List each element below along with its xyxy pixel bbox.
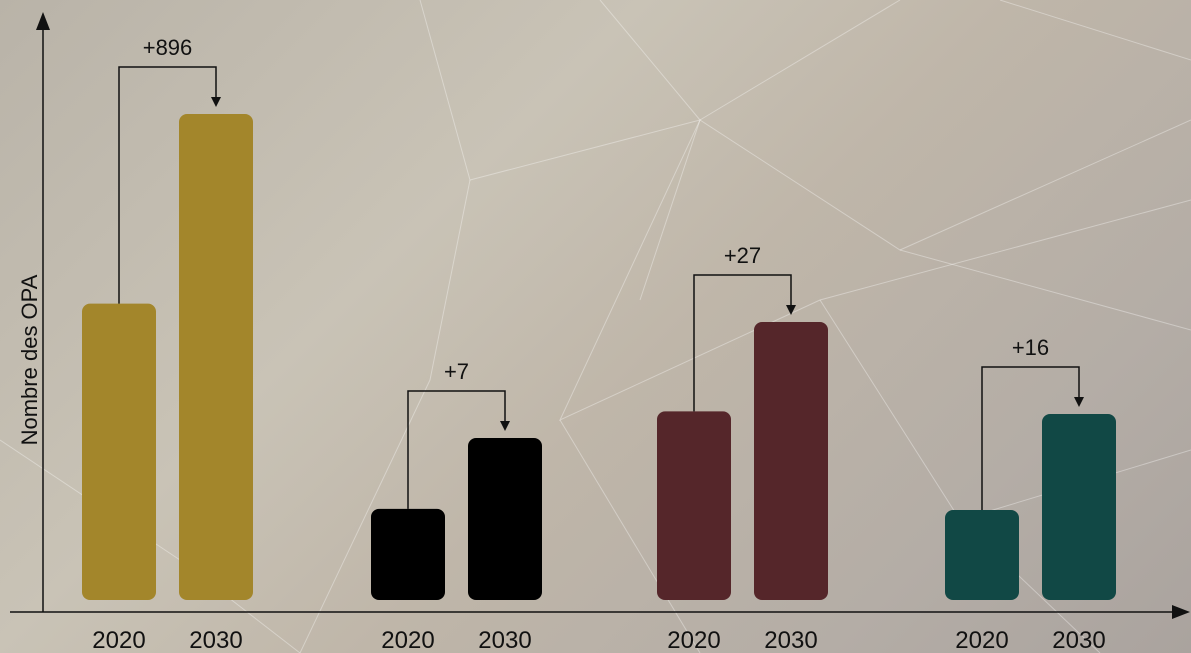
delta-bracket-group1 <box>118 66 221 304</box>
bar-group3-2030 <box>754 322 828 600</box>
y-axis-label: Nombre des OPA <box>17 274 42 445</box>
bar-group3-2020 <box>657 411 731 600</box>
bar-group2-2030 <box>468 438 542 600</box>
x-tick-label: 2030 <box>478 627 531 653</box>
x-tick-label: 2030 <box>1052 627 1105 653</box>
x-tick-label: 2020 <box>381 627 434 653</box>
delta-label: +27 <box>724 243 761 268</box>
x-tick-label: 2030 <box>764 627 817 653</box>
x-tick-label: 2020 <box>955 627 1008 653</box>
bar-group4-2020 <box>945 510 1019 600</box>
delta-label: +7 <box>444 359 469 384</box>
delta-label: +16 <box>1012 335 1049 360</box>
bar-group2-2020 <box>371 508 445 600</box>
delta-bracket-group3 <box>693 274 796 412</box>
delta-label: +896 <box>143 35 193 60</box>
delta-bracket-group2 <box>407 390 510 509</box>
bars-layer: 2020 2030 +896 2020 2030 +7 2020 2030 +27 2020 203… <box>82 35 1116 653</box>
x-tick-label: 2020 <box>667 627 720 653</box>
bar-group4-2030 <box>1042 414 1116 600</box>
bar-group1-2030 <box>179 114 253 600</box>
x-tick-label: 2030 <box>189 627 242 653</box>
bar-group1-2020 <box>82 303 156 600</box>
y-axis-arrow <box>36 12 50 30</box>
delta-bracket-group4 <box>981 366 1084 510</box>
x-axis-arrow <box>1172 605 1190 619</box>
x-tick-label: 2020 <box>92 627 145 653</box>
